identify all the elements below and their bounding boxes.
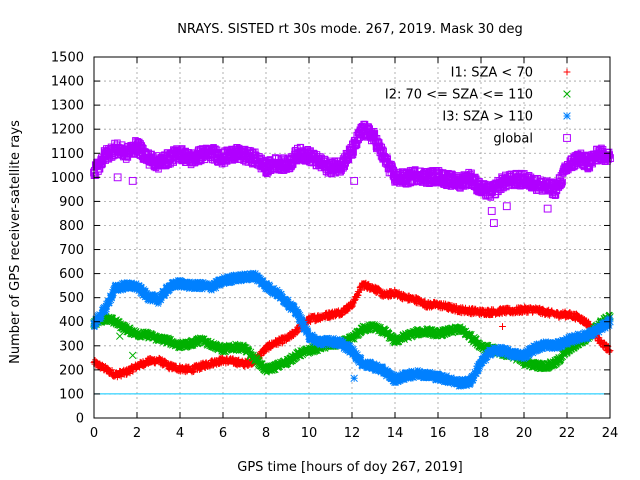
data-layer <box>90 120 614 390</box>
data-point-fill <box>242 364 248 370</box>
data-point-fill <box>191 368 197 375</box>
data-point-fill <box>279 340 285 347</box>
